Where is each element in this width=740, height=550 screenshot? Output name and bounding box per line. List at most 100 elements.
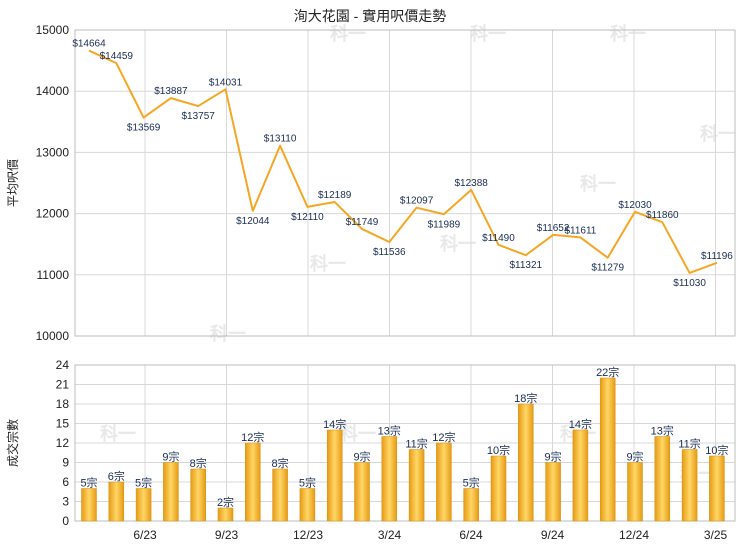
price-data-label: $11030 [673, 278, 706, 289]
volume-bar [572, 429, 589, 522]
price-data-label: $11536 [373, 247, 406, 258]
volume-data-label: 6宗 [108, 469, 125, 483]
y-tick-label: 11000 [37, 268, 70, 282]
volume-data-label: 9宗 [545, 450, 562, 464]
price-data-label: $14459 [100, 51, 134, 62]
y-tick-label: 14000 [36, 84, 70, 98]
y-tick-label: 15 [56, 417, 70, 431]
price-data-label: $11490 [482, 233, 515, 244]
y-axis-label: 成交宗數 [5, 419, 20, 467]
watermark-text: 科一 [100, 423, 136, 444]
volume-bar [245, 442, 261, 522]
volume-bar [381, 436, 398, 522]
watermark-text: 科一 [440, 233, 476, 254]
volume-data-label: 5宗 [135, 476, 152, 490]
volume-data-label: 5宗 [299, 476, 316, 490]
volume-bar [681, 449, 698, 522]
volume-bar [436, 442, 452, 522]
volume-data-label: 9宗 [162, 450, 179, 464]
volume-bar [463, 488, 479, 522]
price-line-chart: 10000 11000 12000 13000 14000 15000 平均呎價 $14664… [6, 23, 736, 343]
x-tick-label: 3/25 [704, 528, 728, 542]
plot-frame [74, 29, 736, 337]
volume-data-label: 18宗 [514, 391, 537, 405]
volume-bar-chart: 0 3 6 9 12 15 18 21 24 成交宗數 5宗 6宗 5宗 9宗 8宗 2宗 12宗 8宗 5宗 14宗… [5, 358, 736, 542]
watermark-text: 科一 [340, 423, 376, 444]
chart-title: 洵大花園 - 實用呎價走勢 [293, 8, 447, 24]
volume-data-label: 12宗 [241, 430, 264, 444]
price-data-label: $13110 [264, 134, 297, 145]
y-axis-label: 平均呎價 [6, 159, 20, 207]
price-data-label: $11652 [537, 223, 570, 234]
y-tick-label: 9 [62, 456, 69, 470]
y-tick-label: 13000 [36, 145, 70, 159]
price-data-label: $12110 [291, 212, 324, 223]
volume-bar [163, 462, 179, 522]
price-data-label: $12189 [318, 190, 352, 201]
price-data-label: $11321 [509, 260, 542, 271]
volume-data-label: 11宗 [405, 437, 427, 451]
price-data-label: $12030 [618, 200, 652, 211]
volume-data-label: 12宗 [432, 430, 455, 444]
volume-data-label: 10宗 [705, 443, 728, 457]
price-series-line [88, 49, 718, 274]
x-tick-label: 3/24 [378, 528, 402, 542]
price-data-label: $13569 [127, 123, 161, 134]
x-tick-label: 9/24 [541, 528, 565, 542]
volume-data-label: 5宗 [463, 476, 480, 490]
volume-bar [135, 488, 152, 522]
volume-bar [490, 455, 507, 522]
watermark-text: 科一 [310, 253, 346, 274]
y-tick-label: 3 [62, 495, 69, 509]
price-data-label: $11749 [346, 217, 379, 228]
volume-data-label: 14宗 [323, 417, 346, 431]
volume-bar [299, 488, 316, 522]
volume-data-label: 14宗 [569, 417, 592, 431]
volume-bar [627, 462, 643, 522]
volume-bar [408, 449, 425, 522]
price-data-label: $12388 [455, 178, 489, 189]
watermark-text: 科一 [330, 23, 366, 44]
x-tick-label: 9/23 [215, 528, 239, 542]
volume-bar [354, 462, 370, 522]
x-tick-label: 6/24 [459, 528, 483, 542]
volume-bar [545, 462, 561, 522]
volume-data-label: 22宗 [596, 365, 619, 379]
volume-data-label: 13宗 [651, 424, 674, 438]
volume-bar [326, 429, 343, 522]
watermark-text: 科一 [610, 23, 646, 44]
price-data-label: $11279 [591, 263, 624, 274]
x-tick-label: 12/23 [293, 528, 323, 542]
x-tick-label: 12/24 [619, 528, 649, 542]
y-tick-label: 15000 [36, 23, 70, 37]
y-tick-label: 24 [56, 358, 70, 372]
volume-data-label: 13宗 [378, 424, 401, 438]
price-data-label: $14031 [209, 77, 243, 88]
volume-bar [599, 377, 616, 522]
volume-bar [108, 481, 125, 522]
price-data-label: $11989 [428, 219, 461, 230]
price-data-label: $11196 [701, 251, 733, 262]
watermark-text: 科一 [700, 123, 736, 144]
volume-bar [190, 468, 206, 522]
volume-bar [81, 488, 97, 522]
volume-data-label: 2宗 [217, 495, 234, 509]
volume-data-label: 10宗 [487, 443, 510, 457]
y-tick-label: 21 [56, 378, 70, 392]
volume-data-label: 9宗 [353, 450, 370, 464]
price-data-label: $13887 [154, 86, 188, 97]
volume-bar [272, 468, 288, 522]
volume-data-label: 8宗 [190, 456, 207, 470]
volume-bar [217, 507, 234, 522]
price-data-label: $14664 [72, 39, 106, 50]
watermark-text: 科一 [210, 323, 246, 344]
y-tick-label: 10000 [36, 329, 70, 343]
y-tick-label: 18 [56, 397, 70, 411]
price-data-label: $11860 [646, 210, 679, 221]
price-data-label: $12044 [236, 216, 270, 227]
price-data-label: $13757 [182, 111, 216, 122]
y-tick-label: 0 [62, 514, 69, 528]
volume-bar [654, 436, 671, 522]
volume-data-label: 8宗 [272, 456, 289, 470]
volume-bar [518, 403, 534, 522]
